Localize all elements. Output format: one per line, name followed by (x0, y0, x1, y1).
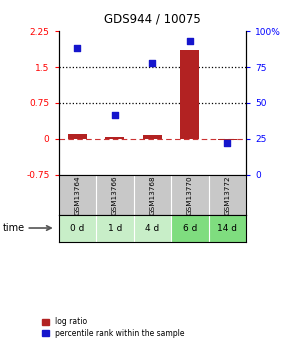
Text: GSM13772: GSM13772 (224, 175, 230, 215)
FancyBboxPatch shape (171, 175, 209, 215)
Text: GSM13768: GSM13768 (149, 175, 155, 215)
Point (225, 140, 230, 146)
Text: 6 d: 6 d (183, 224, 197, 233)
FancyBboxPatch shape (96, 215, 134, 242)
Text: GSM13766: GSM13766 (112, 175, 118, 215)
Text: 4 d: 4 d (145, 224, 159, 233)
Bar (180, 50, 199, 139)
Point (150, 60, 155, 66)
FancyBboxPatch shape (59, 215, 96, 242)
FancyBboxPatch shape (209, 215, 246, 242)
Text: time: time (3, 223, 25, 233)
FancyBboxPatch shape (134, 215, 171, 242)
Text: 0 d: 0 d (70, 224, 85, 233)
Point (113, 112, 117, 117)
Bar (68, 134, 87, 139)
FancyBboxPatch shape (171, 215, 209, 242)
FancyBboxPatch shape (134, 175, 171, 215)
FancyBboxPatch shape (59, 175, 96, 215)
Point (188, 38, 192, 44)
Text: GDS944 / 10075: GDS944 / 10075 (104, 12, 201, 25)
FancyBboxPatch shape (209, 175, 246, 215)
FancyBboxPatch shape (96, 175, 134, 215)
Bar (218, 139, 237, 140)
Bar (143, 135, 162, 139)
Point (75, 46, 80, 51)
Text: GSM13770: GSM13770 (187, 175, 193, 215)
Text: GSM13764: GSM13764 (74, 175, 80, 215)
Text: 1 d: 1 d (108, 224, 122, 233)
Text: 14 d: 14 d (217, 224, 237, 233)
Legend: log ratio, percentile rank within the sample: log ratio, percentile rank within the sa… (42, 317, 184, 338)
Bar (105, 137, 124, 139)
